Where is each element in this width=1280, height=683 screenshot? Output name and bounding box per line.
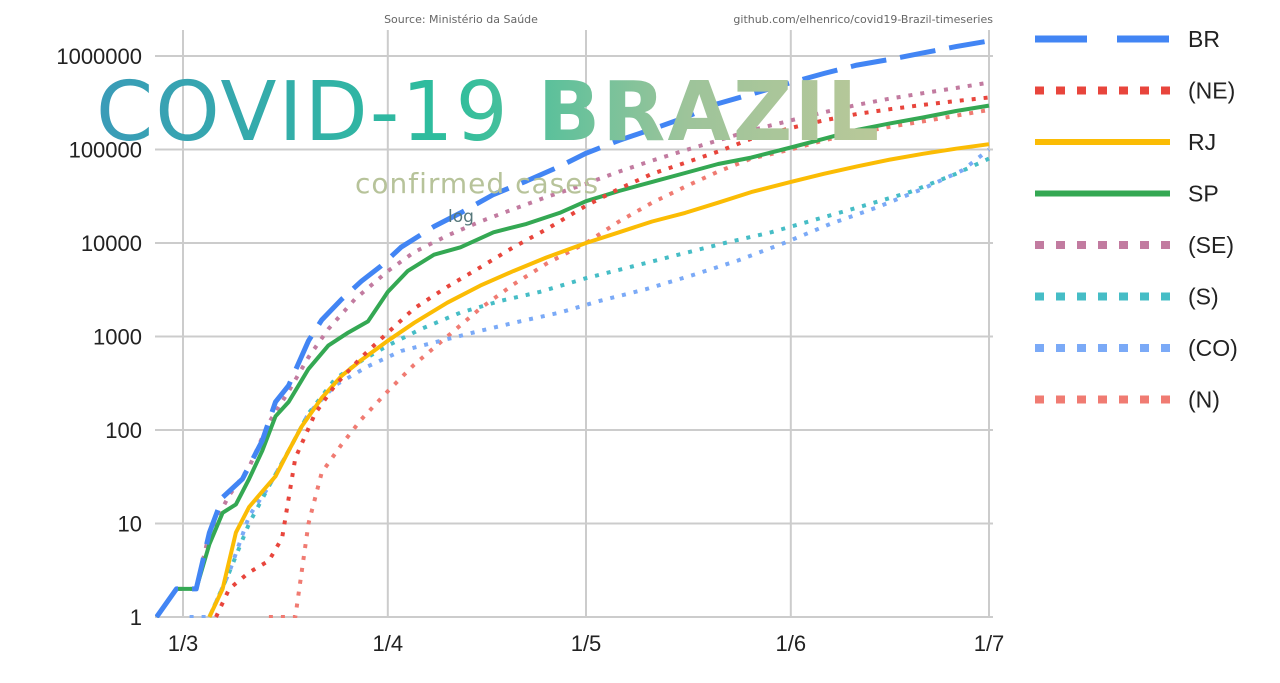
series-line [207, 142, 990, 618]
y-tick-label: 1000000 [56, 44, 142, 69]
y-tick-labels: 1 10 100 1000 10000 100000 1000000 [56, 44, 142, 630]
title-part-1: COVID-19 [96, 65, 510, 160]
series-line [155, 38, 990, 618]
y-tick-label: 100 [105, 418, 142, 443]
legend-label: BR [1188, 26, 1220, 52]
series-line [155, 103, 990, 618]
legend-label: (NE) [1188, 78, 1235, 104]
x-tick-label: 1/6 [776, 631, 807, 656]
source-note: Source: Ministério da Saúde [384, 13, 538, 26]
title-part-2: BRAZIL [538, 65, 881, 160]
x-tick-label: 1/5 [571, 631, 602, 656]
series-line [214, 95, 990, 618]
y-tick-label: 1000 [93, 325, 142, 350]
legend-label: RJ [1188, 129, 1216, 155]
series-line [268, 107, 990, 618]
legend-label: (N) [1188, 387, 1220, 413]
x-tick-labels: 1/3 1/4 1/5 1/6 1/7 [168, 631, 1005, 656]
chart-subtitle: confirmed cases [355, 167, 599, 200]
scale-note: log [448, 207, 474, 227]
legend-label: (SE) [1188, 232, 1234, 258]
y-tick-label: 100000 [69, 138, 142, 163]
repo-link[interactable]: github.com/elhenrico/covid19-Brazil-time… [733, 13, 993, 26]
x-tick-label: 1/7 [974, 631, 1005, 656]
series-line [155, 80, 990, 618]
legend-label: (S) [1188, 284, 1219, 310]
series-line [189, 147, 991, 618]
y-tick-label: 1 [130, 605, 142, 630]
chart-title: COVID-19 BRAZIL [96, 65, 881, 160]
x-tick-label: 1/4 [373, 631, 404, 656]
grid-lines [155, 30, 993, 618]
legend: BR (NE) RJ SP (SE) (S) (CO) (N) [1035, 26, 1238, 413]
x-tick-label: 1/3 [168, 631, 199, 656]
y-tick-label: 10000 [81, 231, 142, 256]
series-line [207, 156, 990, 618]
y-tick-label: 10 [118, 512, 142, 537]
legend-label: SP [1188, 181, 1219, 207]
legend-label: (CO) [1188, 335, 1238, 361]
series-layer [155, 38, 991, 618]
